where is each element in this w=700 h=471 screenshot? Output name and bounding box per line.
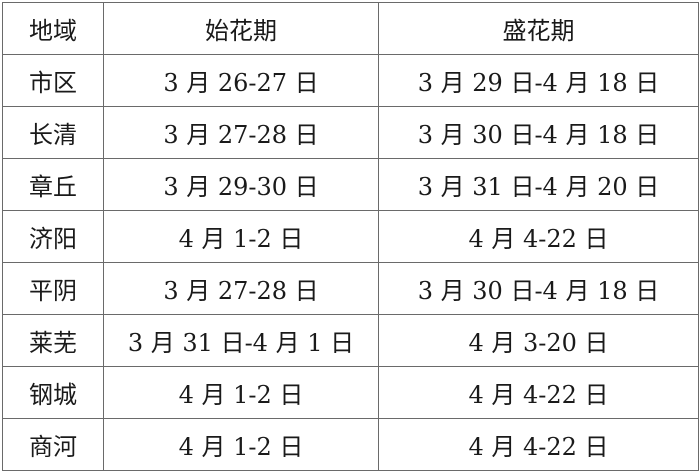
region-cell: 市区 [2, 54, 104, 107]
region-cell: 平阴 [2, 262, 104, 315]
region-cell: 长清 [2, 106, 104, 159]
region-cell: 章丘 [2, 158, 104, 211]
region-cell: 商河 [2, 418, 104, 471]
header-row: 地域 始花期 盛花期 [2, 2, 699, 55]
full-bloom-cell: 3 月 30 日-4 月 18 日 [378, 262, 699, 315]
header-full-bloom: 盛花期 [378, 2, 699, 55]
first-bloom-cell: 4 月 1-2 日 [103, 366, 379, 419]
full-bloom-cell: 3 月 30 日-4 月 18 日 [378, 106, 699, 159]
first-bloom-cell: 3 月 27-28 日 [103, 106, 379, 159]
first-bloom-cell: 3 月 31 日-4 月 1 日 [103, 314, 379, 367]
full-bloom-cell: 4 月 4-22 日 [378, 366, 699, 419]
first-bloom-cell: 3 月 26-27 日 [103, 54, 379, 107]
full-bloom-cell: 4 月 4-22 日 [378, 418, 699, 471]
first-bloom-cell: 3 月 29-30 日 [103, 158, 379, 211]
first-bloom-cell: 4 月 1-2 日 [103, 210, 379, 263]
full-bloom-cell: 3 月 29 日-4 月 18 日 [378, 54, 699, 107]
region-cell: 莱芜 [2, 314, 104, 367]
header-region: 地域 [2, 2, 104, 55]
region-cell: 钢城 [2, 366, 104, 419]
region-cell: 济阳 [2, 210, 104, 263]
full-bloom-cell: 4 月 4-22 日 [378, 210, 699, 263]
header-first-bloom: 始花期 [103, 2, 379, 55]
first-bloom-cell: 3 月 27-28 日 [103, 262, 379, 315]
first-bloom-cell: 4 月 1-2 日 [103, 418, 379, 471]
full-bloom-cell: 4 月 3-20 日 [378, 314, 699, 367]
full-bloom-cell: 3 月 31 日-4 月 20 日 [378, 158, 699, 211]
